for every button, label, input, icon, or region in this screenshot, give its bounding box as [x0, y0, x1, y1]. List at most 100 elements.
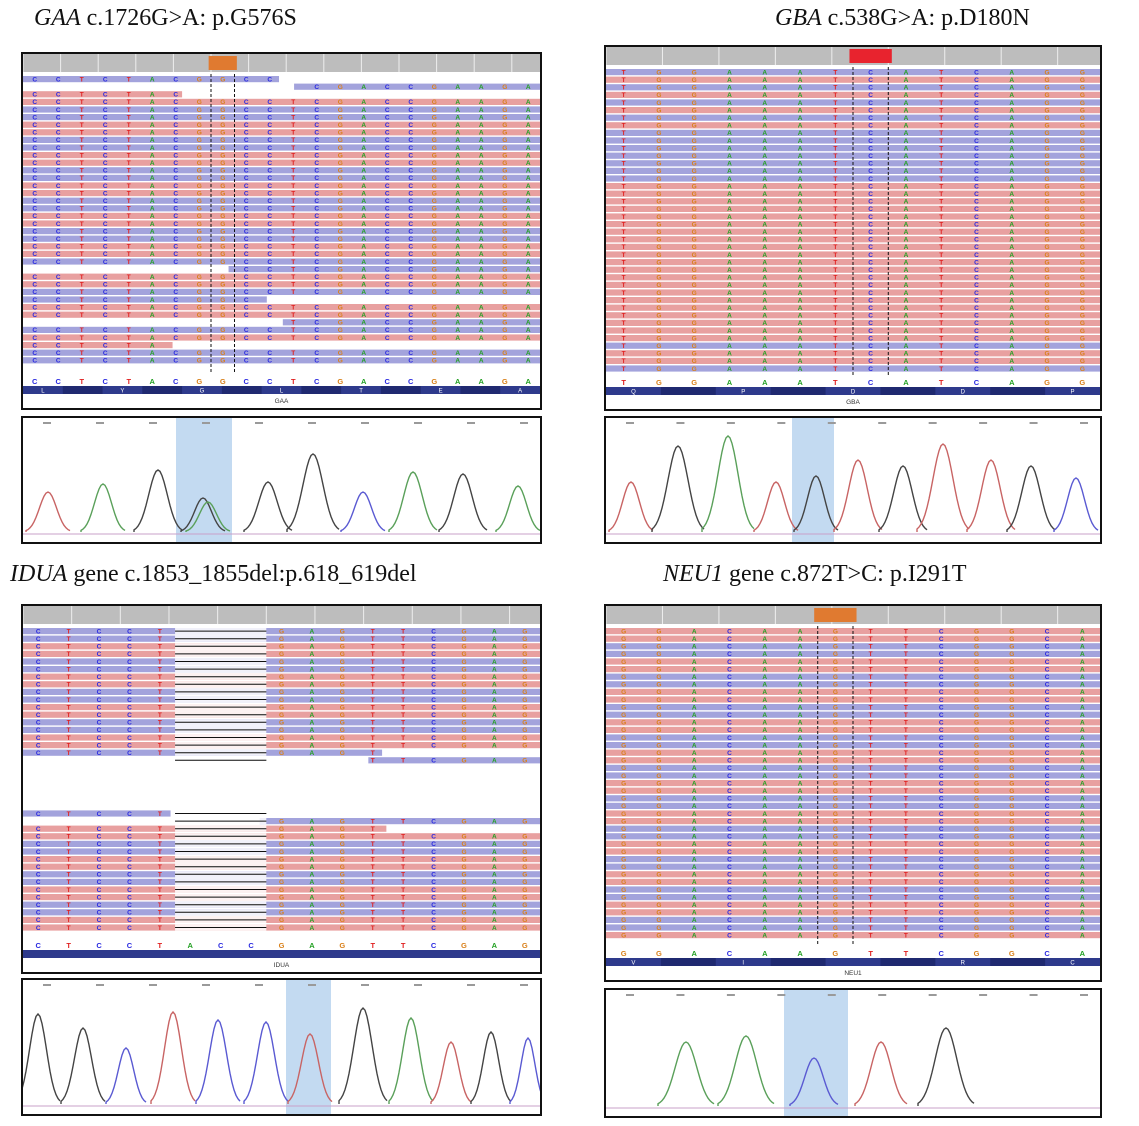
svg-text:G: G — [502, 327, 507, 334]
svg-text:C: C — [173, 244, 178, 251]
svg-text:T: T — [904, 704, 908, 711]
svg-text:C: C — [974, 237, 979, 244]
trace-peak — [916, 443, 970, 532]
svg-text:G: G — [522, 758, 527, 765]
svg-text:G: G — [656, 92, 661, 99]
svg-text:G: G — [621, 788, 626, 795]
svg-text:A: A — [455, 183, 460, 190]
svg-text:A: A — [798, 237, 803, 244]
svg-text:C: C — [868, 145, 873, 152]
svg-text:A: A — [479, 312, 484, 319]
svg-text:C: C — [974, 145, 979, 152]
svg-text:A: A — [1009, 328, 1014, 335]
svg-text:G: G — [1080, 69, 1085, 76]
svg-text:A: A — [798, 244, 803, 251]
svg-text:A: A — [762, 849, 767, 856]
svg-text:C: C — [267, 160, 272, 167]
svg-text:C: C — [727, 818, 732, 825]
svg-text:T: T — [833, 199, 837, 206]
svg-text:C: C — [1045, 910, 1050, 917]
svg-text:G: G — [340, 902, 345, 909]
svg-text:A: A — [526, 152, 531, 159]
svg-text:T: T — [904, 932, 908, 939]
svg-text:C: C — [103, 145, 108, 152]
svg-text:G: G — [692, 100, 697, 107]
svg-text:G: G — [1009, 758, 1014, 765]
svg-text:A: A — [762, 932, 767, 939]
svg-text:T: T — [127, 274, 131, 281]
svg-text:C: C — [314, 335, 319, 342]
trace-tick — [676, 994, 685, 996]
svg-text:G: G — [461, 674, 466, 681]
svg-text:A: A — [904, 237, 909, 244]
svg-text:G: G — [340, 682, 345, 689]
svg-text:C: C — [173, 145, 178, 152]
svg-text:G: G — [621, 811, 626, 818]
svg-text:A: A — [798, 145, 803, 152]
svg-text:G: G — [1045, 244, 1050, 251]
svg-text:T: T — [904, 841, 908, 848]
svg-text:G: G — [833, 902, 838, 909]
svg-text:C: C — [32, 190, 37, 197]
svg-text:C: C — [1045, 742, 1050, 749]
svg-text:A: A — [798, 100, 803, 107]
svg-text:G: G — [621, 758, 626, 765]
svg-text:C: C — [939, 712, 944, 719]
svg-text:G: G — [1045, 77, 1050, 84]
svg-text:T: T — [401, 666, 405, 673]
svg-text:A: A — [762, 894, 767, 901]
svg-text:A: A — [150, 168, 155, 175]
svg-text:G: G — [340, 727, 345, 734]
svg-text:A: A — [310, 856, 315, 863]
svg-text:T: T — [67, 856, 71, 863]
svg-text:A: A — [1080, 765, 1085, 772]
reference-base: C — [1044, 949, 1050, 958]
svg-text:A: A — [150, 312, 155, 319]
svg-text:A: A — [150, 145, 155, 152]
svg-text:G: G — [461, 894, 466, 901]
svg-text:G: G — [522, 879, 527, 886]
svg-text:C: C — [244, 236, 249, 243]
svg-text:C: C — [727, 902, 732, 909]
svg-text:C: C — [267, 327, 272, 334]
svg-text:A: A — [479, 236, 484, 243]
svg-text:T: T — [80, 213, 84, 220]
svg-text:G: G — [621, 925, 626, 932]
svg-text:A: A — [479, 175, 484, 182]
svg-text:A: A — [904, 145, 909, 152]
svg-text:A: A — [692, 666, 697, 673]
svg-text:T: T — [904, 780, 908, 787]
svg-text:C: C — [974, 244, 979, 251]
svg-text:A: A — [692, 932, 697, 939]
svg-text:G: G — [621, 849, 626, 856]
svg-text:G: G — [974, 765, 979, 772]
svg-text:G: G — [502, 160, 507, 167]
svg-text:A: A — [762, 697, 767, 704]
svg-text:A: A — [798, 902, 803, 909]
svg-text:A: A — [904, 366, 909, 373]
svg-text:A: A — [904, 69, 909, 76]
svg-text:C: C — [32, 137, 37, 144]
svg-text:A: A — [798, 811, 803, 818]
svg-text:C: C — [103, 282, 108, 289]
reference-base: G — [461, 941, 467, 950]
svg-text:T: T — [371, 712, 375, 719]
svg-text:A: A — [492, 651, 497, 658]
svg-text:G: G — [974, 758, 979, 765]
svg-text:G: G — [692, 69, 697, 76]
svg-text:C: C — [974, 100, 979, 107]
svg-text:G: G — [692, 282, 697, 289]
svg-text:C: C — [314, 251, 319, 258]
svg-text:G: G — [220, 183, 225, 190]
svg-text:C: C — [431, 666, 436, 673]
svg-text:T: T — [371, 659, 375, 666]
svg-text:T: T — [67, 750, 71, 757]
svg-text:A: A — [762, 229, 767, 236]
svg-text:G: G — [432, 312, 437, 319]
svg-text:C: C — [97, 727, 102, 734]
svg-text:C: C — [36, 704, 41, 711]
svg-text:A: A — [762, 666, 767, 673]
svg-text:G: G — [621, 735, 626, 742]
